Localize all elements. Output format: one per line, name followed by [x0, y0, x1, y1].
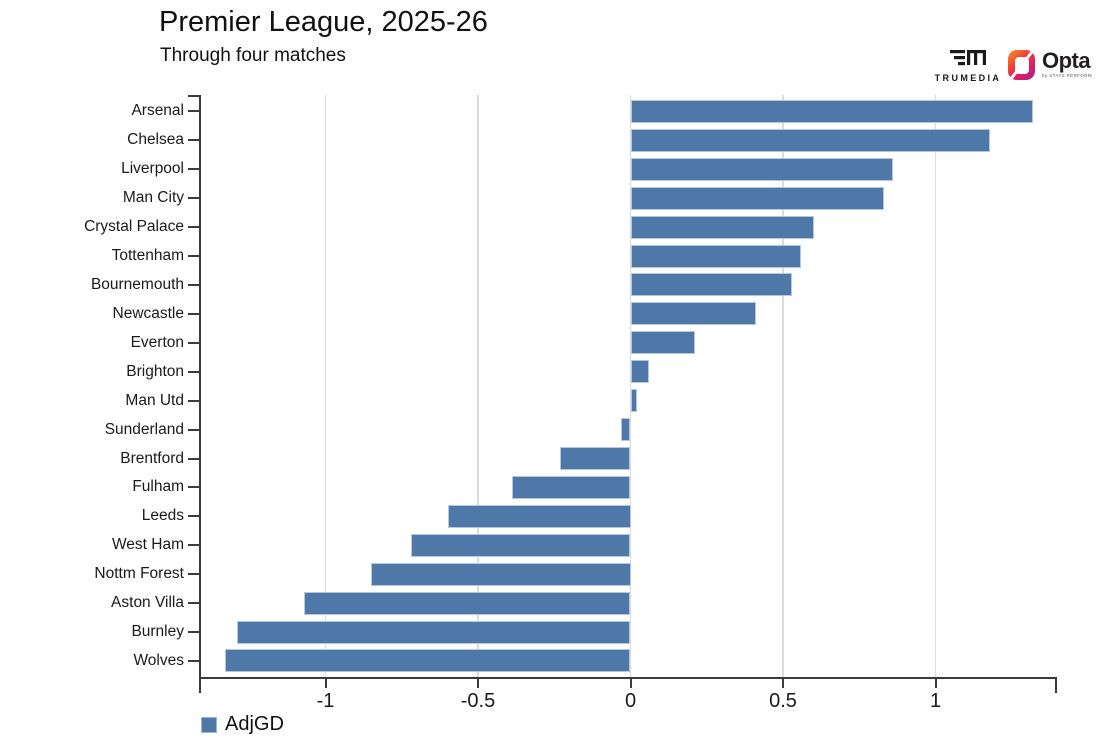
y-axis-tick: [187, 370, 199, 373]
bar-bournemouth: [630, 273, 793, 297]
x-axis-right-cap: [1054, 678, 1057, 693]
bar-west-ham: [410, 533, 631, 557]
y-axis-tick: [187, 631, 199, 634]
team-label: Bournemouth: [90, 275, 184, 293]
bar-tottenham: [630, 244, 802, 268]
opta-logo-sublabel: by STATS PERFORM: [1042, 73, 1092, 78]
x-axis-tick: [477, 678, 479, 688]
x-tick-label: 1: [929, 690, 942, 712]
opta-logo-label: Opta: [1042, 48, 1091, 73]
bar-everton: [630, 331, 695, 355]
bar-man-utd: [630, 389, 637, 413]
bar-burnley: [237, 620, 631, 644]
gridline: [477, 95, 479, 678]
x-tick-label: -0.5: [460, 690, 496, 712]
gridline: [629, 95, 632, 678]
bar-man-city: [630, 186, 884, 210]
x-tick-label: 0.5: [769, 690, 797, 712]
legend: AdjGD: [201, 713, 284, 736]
y-axis-tick: [187, 544, 199, 547]
x-tick-label: -1: [316, 690, 335, 712]
team-label: Man Utd: [125, 391, 184, 409]
team-label: Liverpool: [121, 160, 184, 178]
opta-ring-icon: [1008, 50, 1035, 80]
x-tick-label: 0: [624, 690, 637, 712]
trumedia-logo-icon: [950, 50, 986, 66]
team-label: Sunderland: [104, 420, 184, 438]
y-axis-tick: [187, 197, 199, 200]
trumedia-logo: TRUMEDIA: [926, 48, 1010, 83]
bar-fulham: [511, 475, 631, 499]
y-axis-tick: [187, 515, 199, 518]
y-axis-tick: [187, 659, 199, 662]
team-label: Aston Villa: [111, 594, 184, 612]
bar-arsenal: [630, 99, 1034, 123]
y-axis-tick: [187, 226, 199, 229]
bar-leeds: [447, 504, 631, 528]
page-title: Premier League, 2025-26: [159, 6, 488, 38]
page-subtitle: Through four matches: [160, 45, 346, 66]
team-label: West Ham: [111, 536, 184, 554]
bar-crystal-palace: [630, 215, 814, 239]
x-axis-tick: [782, 678, 784, 688]
bar-brighton: [630, 360, 649, 384]
y-axis-tick: [187, 573, 199, 576]
team-label: Nottm Forest: [94, 565, 184, 583]
team-label: Man City: [122, 189, 184, 207]
legend-label: AdjGD: [225, 713, 284, 735]
y-axis-tick: [187, 255, 199, 258]
team-label: Brighton: [126, 362, 184, 380]
bar-newcastle: [630, 302, 756, 326]
y-axis-tick: [187, 486, 199, 489]
team-label: Newcastle: [112, 304, 185, 322]
team-label: Fulham: [132, 478, 184, 496]
y-axis-tick: [187, 283, 199, 286]
y-axis-tick: [187, 428, 199, 431]
bar-brentford: [560, 447, 631, 470]
y-axis-tick: [187, 399, 199, 402]
team-label: Crystal Palace: [84, 218, 184, 236]
x-axis-line: [198, 676, 1057, 679]
x-axis-tick: [934, 678, 937, 688]
y-axis-tick: [187, 312, 199, 315]
team-label: Wolves: [133, 651, 184, 669]
bar-wolves: [224, 649, 631, 673]
y-axis-line: [198, 94, 201, 680]
trumedia-logo-label: TRUMEDIA: [934, 73, 1002, 83]
bar-chelsea: [630, 128, 991, 152]
team-label: Everton: [130, 333, 184, 351]
legend-swatch: [201, 716, 217, 733]
gridline: [934, 95, 937, 678]
team-label: Arsenal: [131, 102, 184, 120]
team-label: Burnley: [131, 623, 184, 641]
y-axis-tick: [187, 139, 199, 142]
y-axis-top-cap: [187, 94, 200, 97]
team-label: Leeds: [141, 507, 184, 525]
bar-aston-villa: [304, 591, 631, 615]
gridline: [324, 95, 327, 678]
x-axis-left-cap: [198, 678, 201, 693]
bar-sunderland: [621, 418, 631, 442]
team-label: Brentford: [120, 449, 184, 467]
x-axis-tick: [324, 678, 327, 688]
y-axis-tick: [187, 602, 199, 605]
y-axis-tick: [187, 341, 199, 344]
opta-logo: Opta by STATS PERFORM: [1008, 50, 1092, 80]
bar-liverpool: [630, 157, 893, 181]
team-label: Chelsea: [127, 131, 184, 149]
bar-nottm-forest: [371, 562, 631, 586]
gridline: [782, 95, 784, 678]
x-axis-tick: [629, 678, 632, 688]
y-axis-tick: [187, 457, 199, 460]
y-axis-tick: [187, 110, 199, 113]
y-axis-tick: [187, 168, 199, 171]
team-label: Tottenham: [111, 247, 184, 265]
